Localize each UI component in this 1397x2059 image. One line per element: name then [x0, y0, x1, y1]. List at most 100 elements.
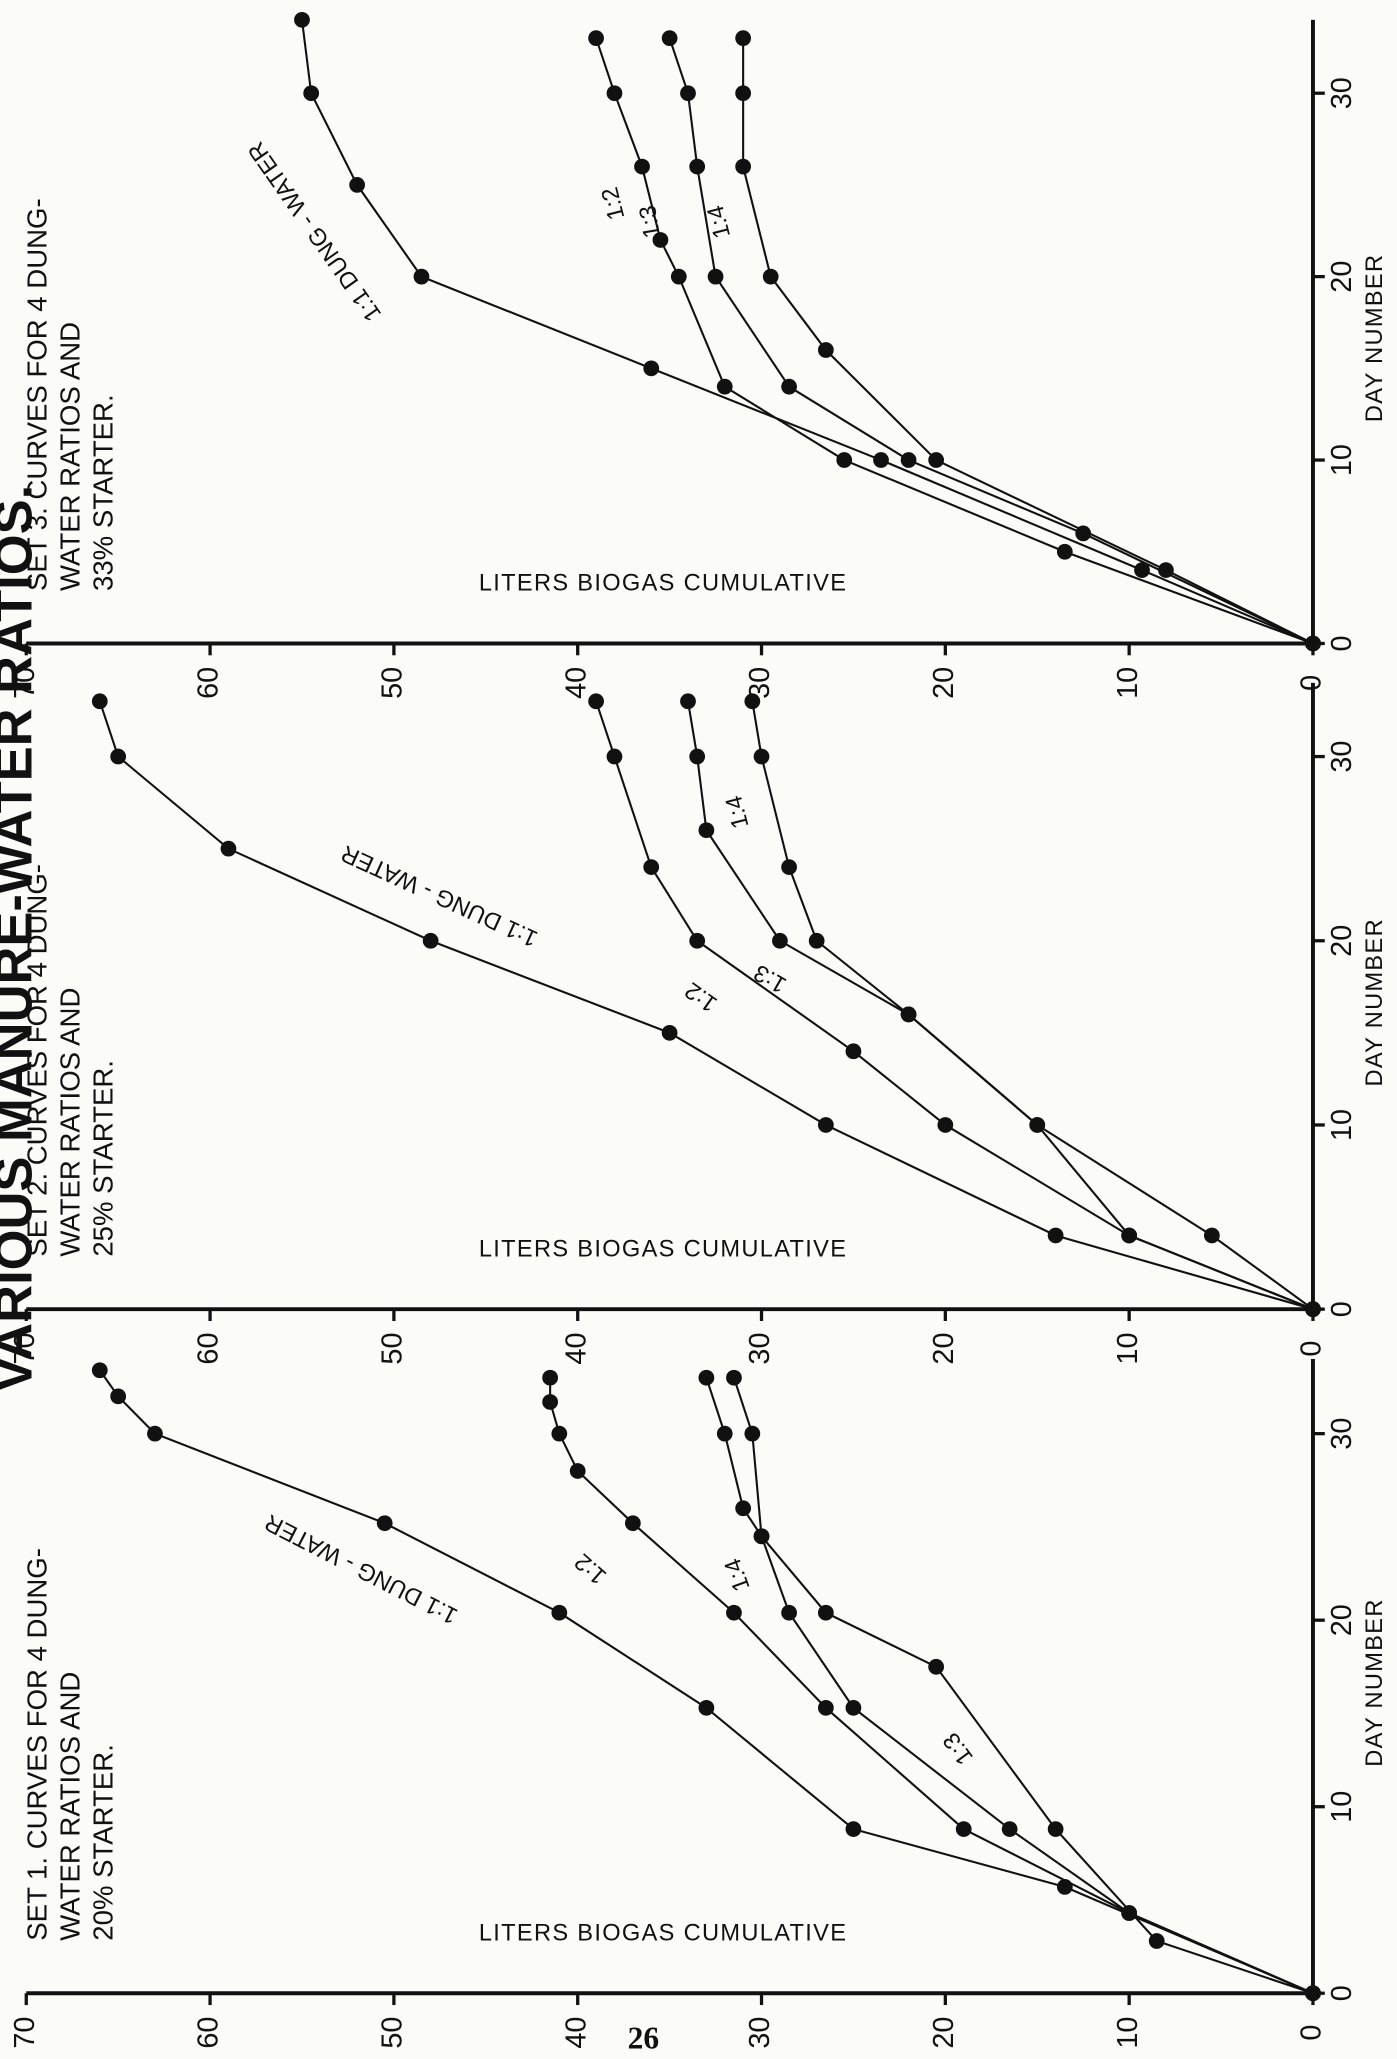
series-line: [751, 701, 1314, 1311]
data-point: [1203, 1227, 1220, 1244]
data-point: [110, 1388, 127, 1405]
data-point: [643, 360, 660, 377]
chart: 0 10 20 30 40 50 60 70 0 10 20 30 SET 1. CURVES FOR …: [9, 1359, 1388, 2049]
data-point: [772, 932, 788, 949]
y-tick-label: 20: [928, 2017, 960, 2049]
data-point: [1305, 1985, 1321, 2002]
y-tick-label: 70: [9, 2017, 41, 2049]
x-tick-label: 20: [1326, 261, 1358, 293]
data-point: [781, 1604, 797, 1621]
data-point: [376, 1515, 393, 1532]
chart: 0 10 20 30 40 50 60 70 0 10 20 30 SET 2. CURVES FOR …: [9, 682, 1388, 1365]
data-point: [551, 1425, 568, 1442]
y-tick-label: 40: [560, 1332, 592, 1364]
data-point: [817, 1699, 834, 1716]
series-label: 1:3: [938, 1727, 978, 1769]
x-tick-label: 20: [1326, 1604, 1358, 1636]
series-line: [686, 701, 1314, 1311]
data-point: [716, 1425, 733, 1442]
data-point: [1047, 1821, 1064, 1837]
data-point: [726, 1604, 742, 1621]
chart-title: WATER RATIOS AND: [54, 988, 85, 1257]
data-point: [781, 859, 797, 875]
x-tick-label: 10: [1326, 444, 1358, 476]
series-line: [705, 1377, 1314, 1995]
series-label: 1:2: [597, 184, 630, 222]
chart-title: SET 1. CURVES FOR 4 DUNG-: [22, 1548, 53, 1941]
y-tick-label: 60: [193, 667, 225, 699]
data-point: [817, 1117, 834, 1133]
y-tick-label: 30: [744, 2017, 776, 2049]
data-point: [147, 1425, 163, 1442]
data-point: [845, 1699, 862, 1716]
data-point: [808, 932, 825, 949]
data-point: [689, 932, 706, 949]
data-point: [1001, 1821, 1018, 1837]
y-tick-label: 50: [377, 2017, 409, 2049]
data-point: [551, 1604, 568, 1621]
chart-title: 25% STARTER.: [87, 1060, 118, 1257]
series-line: [732, 1377, 1314, 1995]
series-label: 1:4: [721, 793, 754, 831]
data-point: [735, 1500, 752, 1517]
data-point: [955, 1821, 972, 1837]
data-point: [1148, 1933, 1165, 1949]
data-point: [744, 1425, 761, 1442]
data-point: [900, 452, 917, 468]
data-point: [762, 268, 779, 285]
series-label: 1:1 DUNG - WATER: [243, 137, 386, 326]
data-point: [698, 822, 715, 839]
y-tick-label: 20: [928, 667, 960, 699]
data-point: [817, 1604, 834, 1621]
chart-title: SET 2. CURVES FOR 4 DUNG-: [22, 864, 53, 1257]
data-point: [569, 1463, 586, 1479]
y-axis-label: LITERS BIOGAS CUMULATIVE: [479, 571, 847, 597]
data-point: [735, 158, 752, 175]
x-tick-label: 0: [1326, 1985, 1358, 2001]
y-tick-label: 60: [193, 1332, 225, 1364]
y-tick-label: 40: [560, 2017, 592, 2049]
series-line: [98, 700, 1314, 1311]
series-line: [300, 19, 1314, 645]
series-line: [595, 37, 1314, 645]
series-line: [98, 1369, 1314, 1995]
data-point: [413, 268, 430, 285]
data-point: [845, 1821, 862, 1837]
data-point: [689, 158, 706, 175]
data-point: [110, 748, 127, 765]
chart-title: SET 3. CURVES FOR 4 DUNG-: [22, 198, 53, 591]
data-point: [1121, 1227, 1138, 1244]
y-tick-label: 70: [9, 667, 41, 699]
series-line: [549, 1377, 1314, 1995]
data-point: [91, 693, 108, 710]
data-point: [817, 342, 834, 358]
y-tick-label: 50: [377, 667, 409, 699]
series-line: [668, 37, 1314, 645]
data-point: [716, 378, 733, 395]
data-point: [900, 1006, 917, 1023]
data-point: [303, 85, 320, 102]
y-tick-label: 10: [1112, 1332, 1144, 1364]
data-point: [661, 30, 678, 47]
header-group: VARIOUS MANURE-WATER RATIOS.: [0, 485, 44, 1392]
page-number: 26: [628, 2020, 660, 2055]
x-axis-label: DAY NUMBER: [1362, 918, 1388, 1086]
series-label: 1:2: [570, 1548, 612, 1589]
data-point: [588, 693, 604, 710]
y-tick-label: 0: [1296, 675, 1328, 691]
data-point: [744, 693, 761, 710]
chart: 0 10 20 30 40 50 60 70 0 10 20 30 SET 3. CURVES FOR …: [9, 11, 1388, 699]
data-point: [643, 859, 660, 875]
data-point: [707, 268, 724, 285]
series-label: 1:4: [720, 1555, 756, 1595]
series-label: 1:3: [750, 959, 791, 998]
y-tick-label: 30: [744, 1332, 776, 1364]
y-tick-label: 10: [1112, 2017, 1144, 2049]
data-point: [698, 1699, 715, 1716]
data-point: [1121, 1905, 1138, 1921]
data-point: [294, 11, 310, 28]
y-tick-label: 40: [560, 667, 592, 699]
data-point: [735, 30, 752, 47]
data-point: [1047, 1227, 1064, 1244]
y-axis-label: LITERS BIOGAS CUMULATIVE: [479, 1236, 847, 1262]
